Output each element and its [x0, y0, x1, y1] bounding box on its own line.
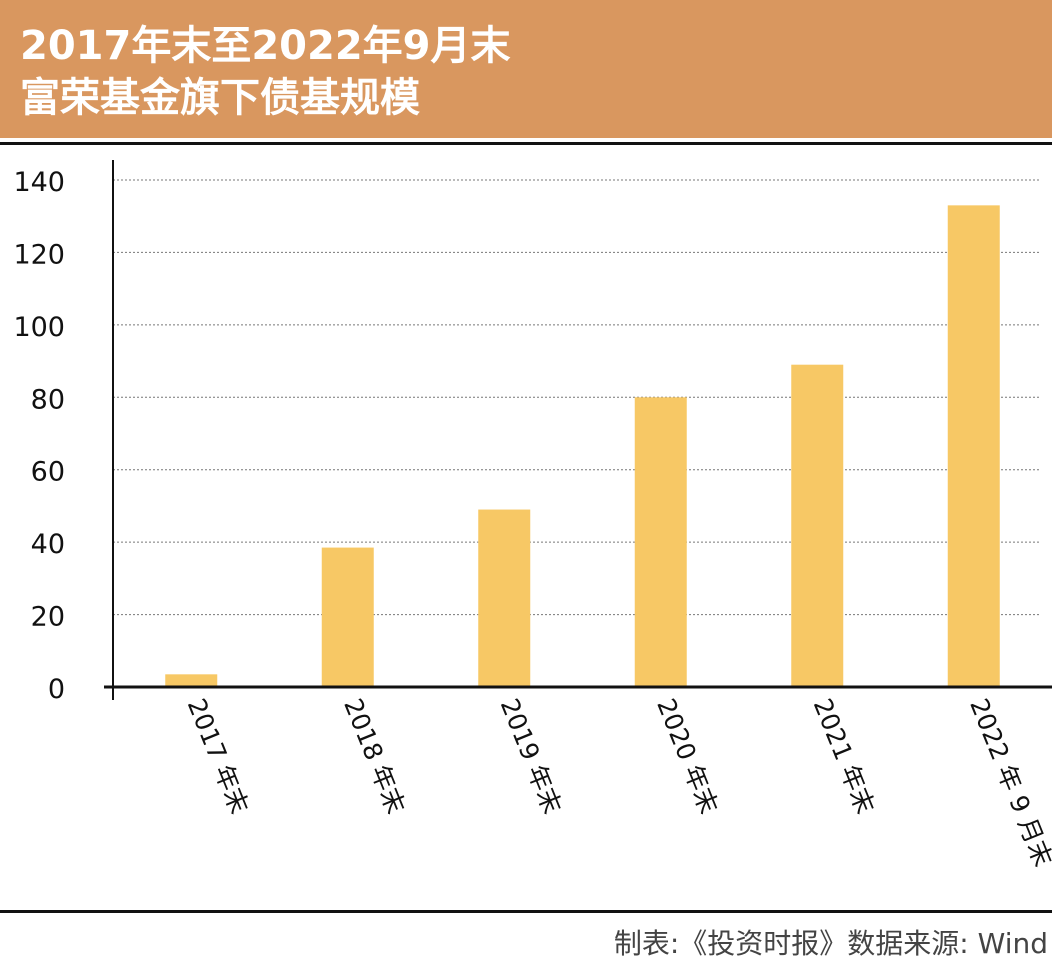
x-tick-label: 2020 年末	[651, 694, 723, 818]
y-tick-label: 40	[31, 529, 65, 560]
bar	[321, 547, 374, 687]
chart-title-line2: 富荣基金旗下债基规模	[20, 75, 420, 121]
bar-chart: 0 20 40 60 80 100 120 140 2017 年末 2018 年末 2019 年末 2…	[13, 160, 1052, 871]
y-tick-label: 60	[31, 457, 65, 488]
y-tick-label: 20	[31, 602, 65, 633]
bar	[947, 205, 1000, 687]
x-tick-label: 2022 年 9 月末	[964, 694, 1052, 870]
title-banner: 2017年末至2022年9月末 富荣基金旗下债基规模	[0, 0, 1052, 138]
y-tick-label: 120	[13, 239, 65, 270]
chart-title: 2017年末至2022年9月末 富荣基金旗下债基规模	[20, 20, 511, 124]
bar	[634, 397, 687, 687]
x-tick-label: 2019 年末	[495, 694, 567, 818]
x-tick-label: 2017 年末	[182, 694, 254, 818]
y-tick-label: 100	[13, 312, 65, 343]
top-divider	[0, 142, 1052, 145]
y-tick-label: 80	[31, 384, 65, 415]
y-tick-label: 0	[48, 674, 65, 705]
x-tick-label: 2018 年末	[338, 694, 410, 818]
bar	[478, 509, 531, 687]
chart-title-line1: 2017年末至2022年9月末	[20, 23, 511, 69]
x-tick-label: 2021 年末	[808, 694, 880, 818]
bottom-divider	[0, 910, 1052, 913]
y-tick-label: 140	[13, 167, 65, 198]
bar	[165, 674, 218, 687]
bar	[791, 364, 844, 687]
source-note: 制表:《投资时报》数据来源: Wind	[613, 927, 1048, 960]
